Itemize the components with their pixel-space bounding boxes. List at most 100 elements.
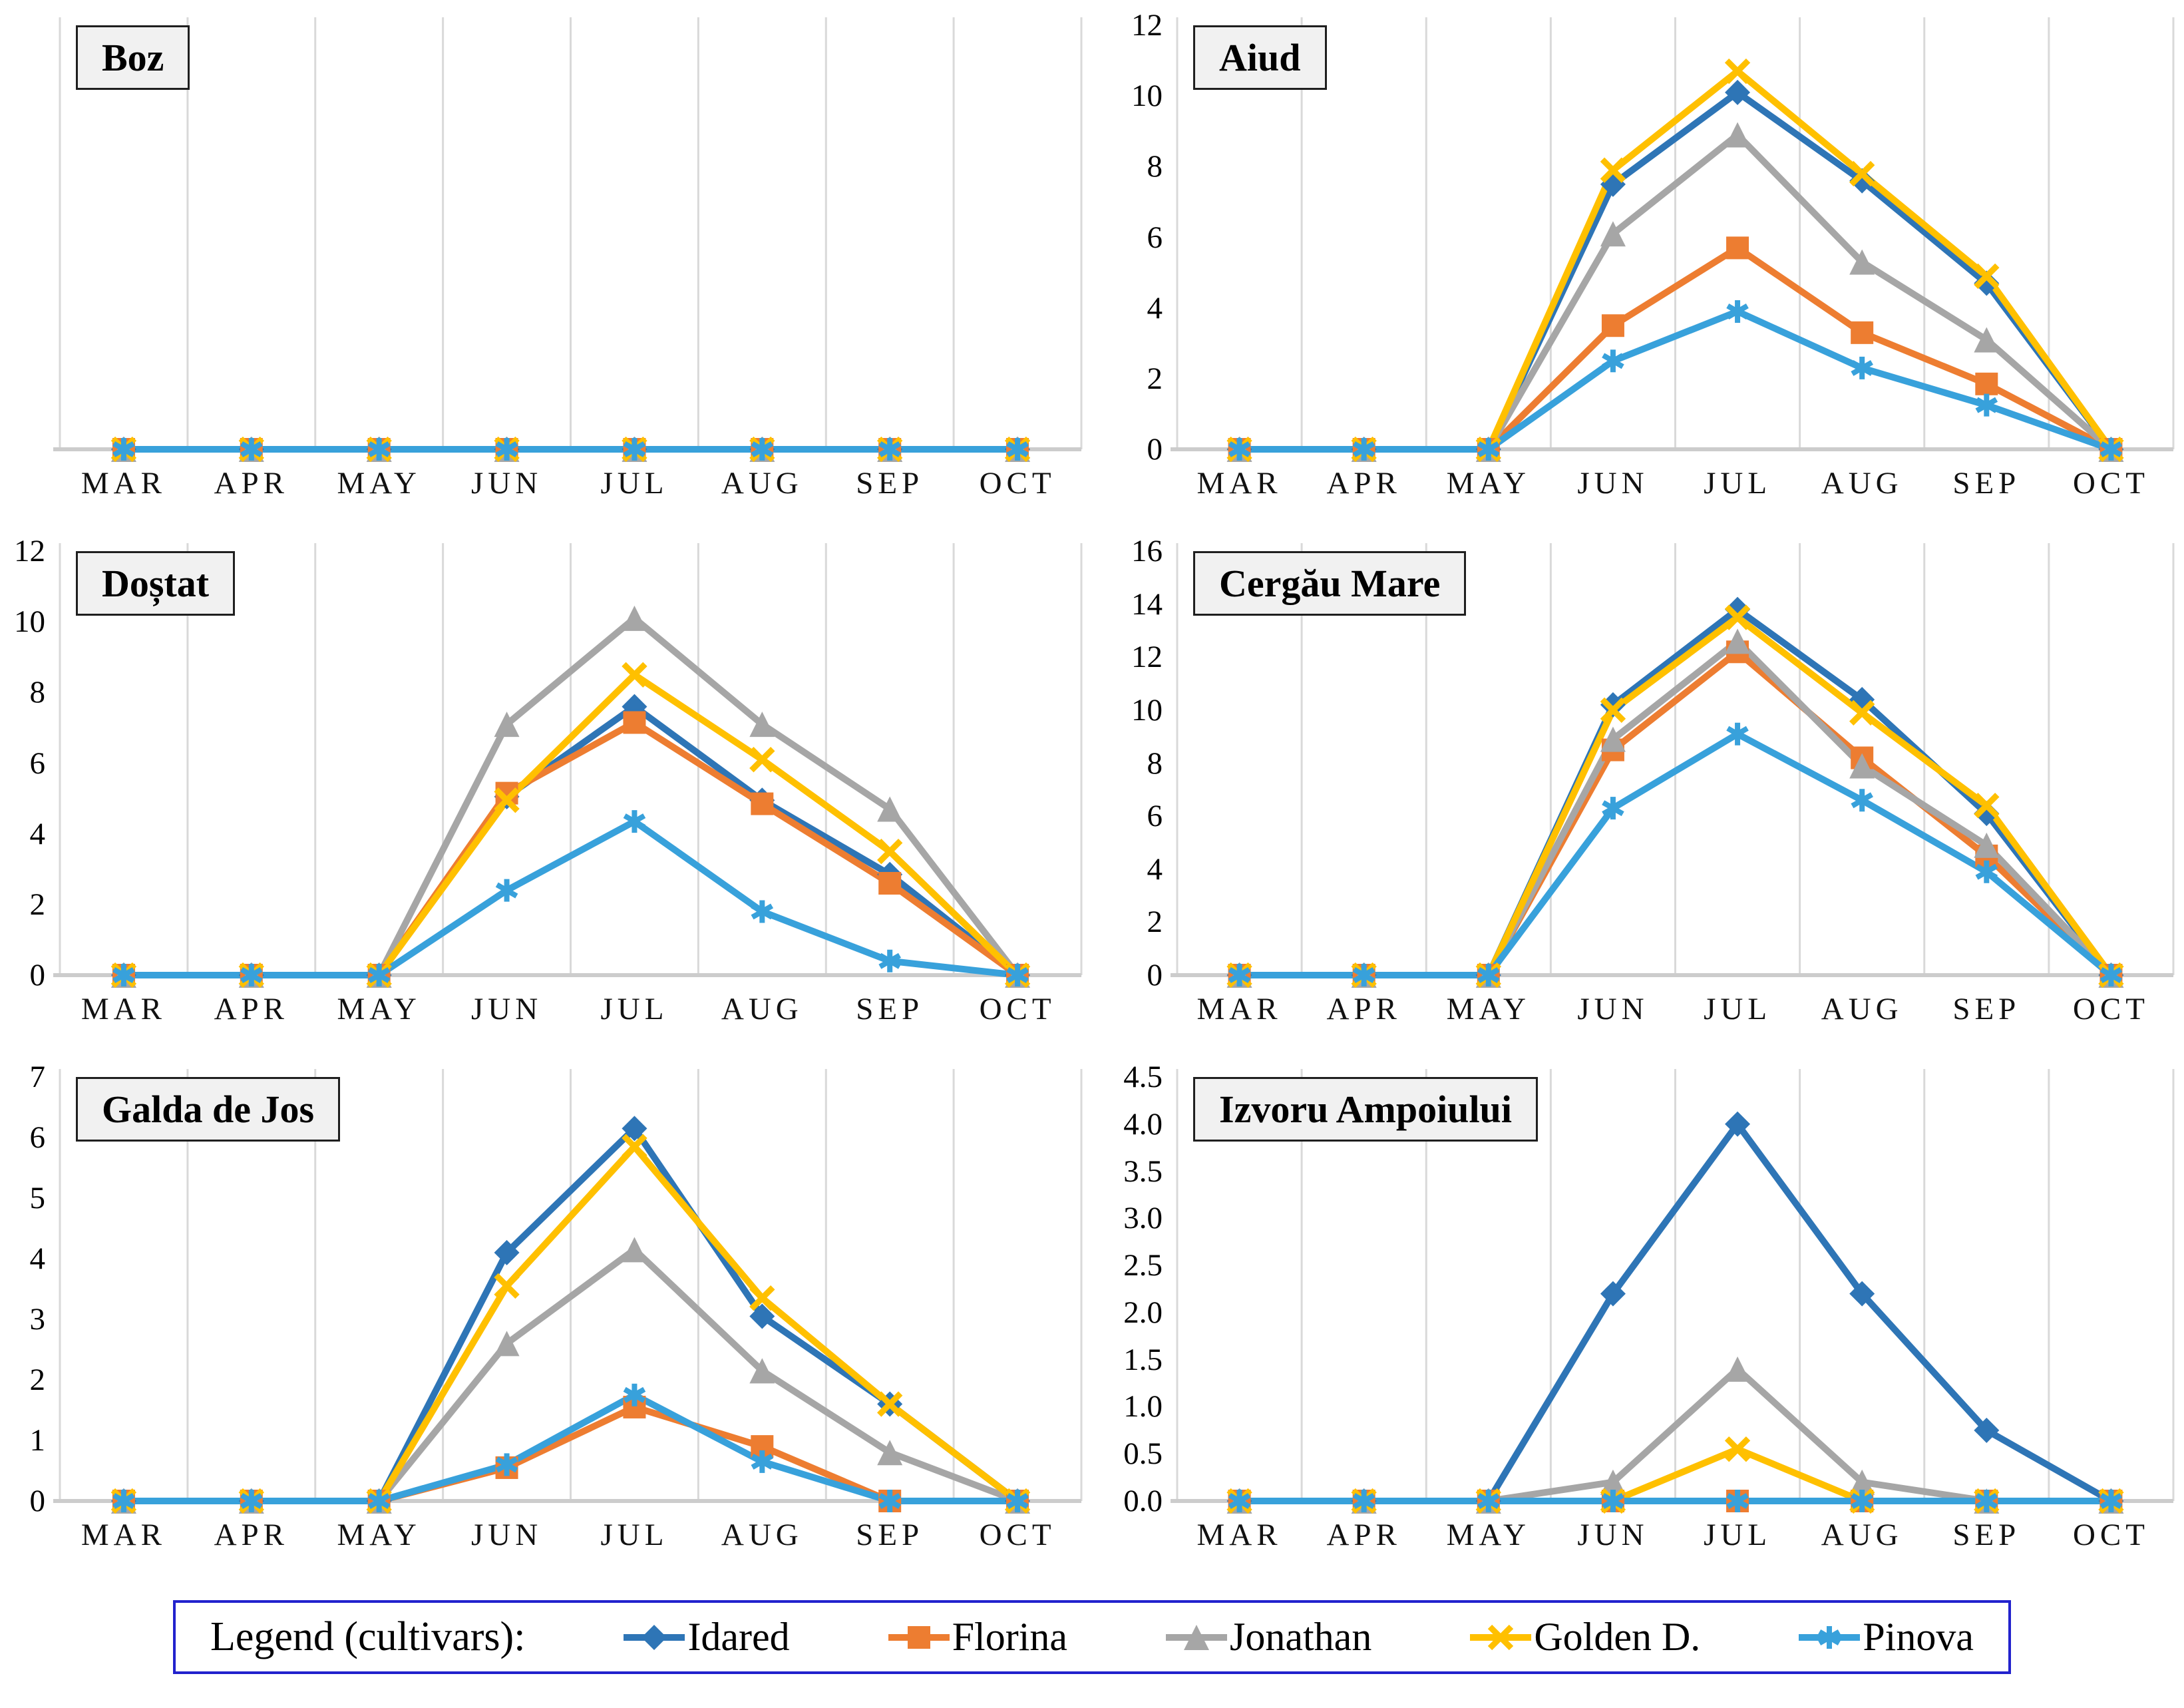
month-label: JUN [470,1518,543,1552]
y-tick-label: 0.5 [1123,1436,1163,1472]
chart-title-text: Boz [102,36,164,79]
y-tick-label: 10 [1131,692,1163,728]
month-label: MAY [1446,1518,1531,1552]
month-label: APR [214,1518,289,1552]
series-marker-pinova [1352,1490,1375,1512]
chart-title-boz: Boz [76,25,190,90]
series-marker-florina [1726,236,1749,260]
y-tick-label: 3.5 [1123,1154,1163,1189]
series-marker-florina [1601,314,1624,337]
y-tick-label: 16 [1131,534,1163,568]
y-tick-label: 2 [29,887,46,922]
series-marker-pinova [1851,1490,1873,1512]
series-marker-golden-d [494,1273,520,1299]
series-marker-pinova [495,879,518,902]
series-marker-idared [622,1116,647,1142]
y-tick-label: 4 [29,1241,46,1276]
series-marker-jonathan [622,605,647,631]
month-label: AUG [1821,992,1903,1026]
month-label: OCT [979,466,1056,501]
month-label: AUG [721,1518,803,1552]
series-marker-jonathan [1600,221,1626,247]
series-marker-jonathan [1974,327,2000,353]
y-tick-label: 3.0 [1123,1201,1163,1236]
month-label: MAR [1196,1518,1282,1552]
legend-marker-star [1818,1625,1841,1649]
month-label: MAR [1196,466,1282,501]
chart-title-dostat: Doștat [76,551,236,616]
chart-plot-area [53,543,1083,988]
month-label: APR [1326,1518,1401,1552]
series-marker-pinova [1602,1490,1624,1512]
chart-plot-area [1171,543,2175,988]
series-marker-pinova [1228,1490,1251,1512]
month-label: JUN [1577,992,1649,1026]
y-tick-label: 0 [29,958,46,992]
month-label: SEP [856,466,924,501]
month-label: SEP [1952,466,2021,501]
series-marker-jonathan [1725,628,1751,654]
series-marker-golden-d [749,1285,775,1311]
y-tick-label: 2.0 [1123,1295,1163,1330]
series-marker-golden-d [1974,793,2000,819]
series-marker-golden-d [877,839,903,865]
series-marker-pinova [367,438,391,461]
legend-item-idared: Idared [622,1614,790,1660]
chart-title-text: Aiud [1219,36,1301,79]
legend-item-label: Pinova [1863,1615,1974,1659]
legend-title: Legend (cultivars): [210,1614,526,1659]
month-label: JUL [1704,466,1772,501]
y-tick-label: 5 [29,1181,46,1215]
y-tick-label: 0 [1147,958,1163,992]
series-marker-jonathan [1600,726,1626,752]
series-marker-pinova [1477,964,1500,986]
month-label: OCT [2072,1518,2149,1552]
month-label: SEP [856,1518,924,1552]
y-tick-label: 12 [1131,640,1163,675]
chart-plot-area [53,17,1083,463]
series-marker-pinova [623,438,646,461]
series-marker-jonathan [877,1440,903,1466]
y-tick-label: 6 [29,746,46,781]
square-marker-icon [888,1625,950,1649]
series-marker-jonathan [1725,122,1751,148]
month-label: AUG [721,992,803,1026]
series-marker-pinova [1726,300,1749,323]
legend-item-label: Jonathan [1230,1615,1372,1659]
series-marker-pinova [751,1450,774,1473]
y-tick-label: 6 [1147,220,1163,255]
y-tick-label: 2.5 [1123,1248,1163,1283]
month-label: OCT [2072,992,2149,1026]
month-label: MAR [81,466,166,501]
legend-marker-triangle [1184,1624,1210,1650]
series-marker-golden-d [1849,160,1875,187]
chart-title-aiud: Aiud [1193,25,1327,90]
y-tick-label: 4 [1147,851,1163,887]
legend-item-pinova: Pinova [1797,1614,1974,1660]
month-label: SEP [856,992,924,1026]
month-label: MAY [337,466,421,501]
chart-title-text: Doștat [102,562,210,605]
y-tick-label: 1 [29,1423,46,1458]
y-tick-label: 6 [29,1120,46,1155]
series-marker-idared [1849,1281,1875,1307]
series-marker-jonathan [1849,753,1875,779]
series-marker-pinova [623,1383,646,1406]
series-marker-pinova [751,900,774,923]
series-marker-jonathan [749,1358,775,1384]
y-tick-label: 1.5 [1123,1342,1163,1377]
chart-title-cergau-mare: Cergău Mare [1193,551,1467,616]
series-marker-pinova [240,1490,263,1512]
y-tick-label: 14 [1131,586,1163,622]
series-marker-idared [1974,1417,2000,1443]
series-marker-pinova [495,1453,518,1476]
y-tick-label: 1.0 [1123,1389,1163,1424]
series-marker-idared [1725,596,1751,622]
series-marker-pinova [1975,393,1998,417]
series-marker-florina [751,792,774,815]
y-tick-label: 2 [29,1363,46,1397]
series-marker-jonathan [494,1331,520,1357]
month-label: MAR [81,992,166,1026]
month-label: JUL [1704,1518,1772,1552]
series-marker-pinova [878,438,901,461]
